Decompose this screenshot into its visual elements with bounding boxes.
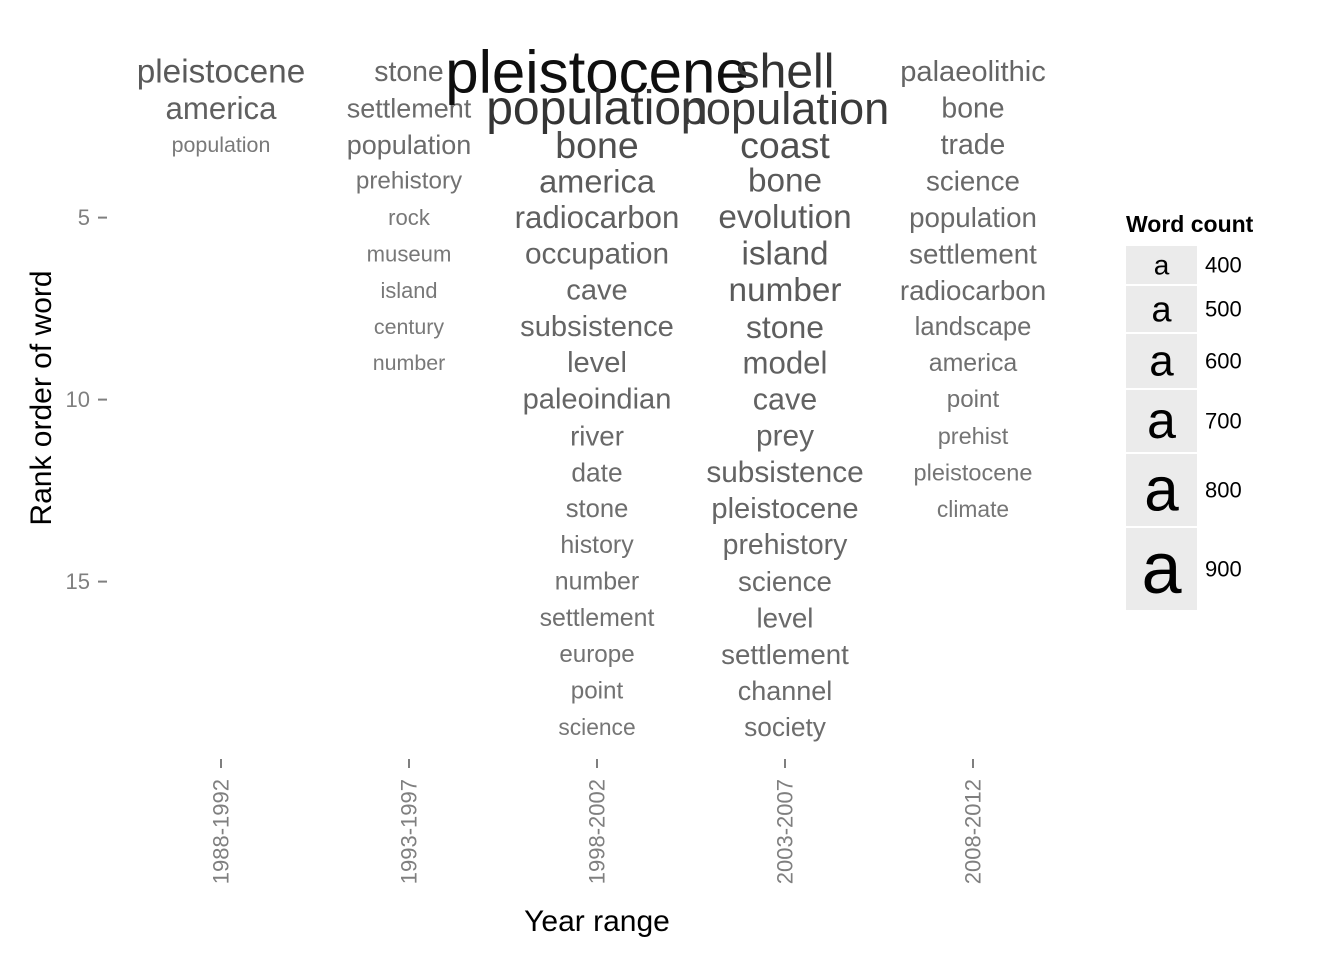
y-tick-label: 5 — [78, 205, 90, 230]
legend-key — [1126, 528, 1197, 610]
word-label: prehistory — [723, 529, 848, 561]
legend-value: 400 — [1205, 253, 1242, 278]
word-label: settlement — [721, 639, 849, 670]
word-label: museum — [367, 242, 452, 267]
word-label: island — [742, 236, 829, 273]
word-label: landscape — [915, 313, 1032, 341]
word-label: island — [381, 278, 438, 303]
legend-key — [1126, 286, 1197, 332]
word-label: pleistocene — [445, 39, 749, 106]
word-label: settlement — [347, 93, 472, 123]
legend-glyph: a — [1144, 456, 1179, 525]
legend-keys: a 400 a 500 a 600 a 700 a 800 a 900 — [1126, 246, 1242, 610]
word-label: bone — [941, 92, 1004, 124]
word-label: prehistory — [356, 168, 463, 195]
word-label: river — [570, 421, 624, 452]
x-axis-title: Year range — [524, 905, 670, 938]
word-label: subsistence — [520, 311, 674, 343]
word-label: stone — [566, 495, 629, 523]
word-label: america — [929, 349, 1018, 377]
word-label: number — [373, 351, 446, 375]
legend-glyph: a — [1141, 529, 1182, 609]
word-label: pleistocene — [711, 493, 858, 525]
word-label: level — [567, 347, 627, 379]
word-label: radiocarbon — [515, 200, 680, 235]
word-label: coast — [740, 124, 830, 166]
x-axis: 1988-1992 1993-1997 1998-2002 2003-2007 2008… — [209, 759, 986, 884]
legend-glyph: a — [1151, 289, 1172, 330]
word-label: bone — [748, 163, 822, 200]
word-label: paleoindian — [523, 384, 672, 416]
word-label: settlement — [540, 604, 655, 632]
word-label: stone — [746, 309, 824, 345]
x-tick-label: 1998-2002 — [585, 779, 610, 884]
legend-value: 900 — [1205, 557, 1242, 582]
word-label: population — [681, 83, 890, 134]
legend-glyph: a — [1154, 250, 1170, 281]
x-tick-label: 1993-1997 — [397, 779, 422, 884]
word-label: model — [743, 346, 828, 381]
y-tick-label: 15 — [66, 569, 90, 594]
y-axis-title: Rank order of word — [25, 270, 58, 525]
word-label: science — [926, 166, 1020, 197]
word-label: history — [560, 531, 634, 559]
word-label: evolution — [718, 199, 851, 236]
word-label: europe — [559, 641, 634, 668]
legend-key — [1126, 454, 1197, 526]
legend-key — [1126, 246, 1197, 284]
legend-key — [1126, 334, 1197, 388]
word-label: trade — [941, 129, 1006, 161]
word-label: occupation — [525, 238, 669, 271]
words-layer: pleistoceneamericapopulationstonesettlem… — [137, 39, 1046, 743]
y-axis: 5 10 15 — [66, 205, 107, 594]
word-label: century — [374, 315, 444, 339]
word-label: cave — [566, 274, 627, 306]
word-label: palaeolithic — [900, 56, 1046, 88]
word-label: pleistocene — [137, 54, 305, 91]
word-label: radiocarbon — [900, 275, 1046, 306]
legend: Word count a 400 a 500 a 600 a 700 a 800 a 900 — [1126, 211, 1254, 610]
word-label: population — [347, 130, 472, 160]
word-label: channel — [738, 676, 833, 706]
word-label: rock — [388, 205, 431, 230]
word-label: population — [172, 133, 271, 157]
word-label: america — [539, 163, 656, 200]
word-label: science — [558, 714, 635, 740]
word-label: population — [486, 82, 708, 135]
legend-value: 800 — [1205, 478, 1242, 503]
word-label: bone — [555, 124, 638, 166]
word-label: number — [729, 272, 842, 309]
legend-value: 500 — [1205, 297, 1242, 322]
word-label: cave — [753, 383, 817, 417]
word-label: point — [571, 677, 624, 704]
word-label: number — [555, 568, 639, 596]
word-label: stone — [374, 56, 443, 88]
word-label: society — [744, 712, 827, 742]
word-label: prehist — [938, 423, 1009, 449]
word-label: pleistocene — [914, 459, 1033, 485]
legend-key — [1126, 390, 1197, 452]
legend-value: 600 — [1205, 349, 1242, 374]
y-tick-label: 10 — [66, 387, 90, 412]
word-label: science — [738, 566, 832, 597]
legend-value: 700 — [1205, 409, 1242, 434]
legend-glyph: a — [1147, 392, 1176, 450]
word-label: america — [166, 91, 278, 126]
x-tick-label: 2003-2007 — [773, 779, 798, 884]
legend-glyph: a — [1149, 337, 1174, 386]
legend-title: Word count — [1126, 211, 1254, 237]
word-label: settlement — [909, 239, 1037, 270]
word-label: level — [757, 603, 814, 634]
word-label: prey — [756, 420, 814, 453]
word-label: climate — [937, 496, 1009, 522]
word-label: point — [947, 386, 1000, 413]
word-label: shell — [736, 46, 835, 99]
word-label: subsistence — [706, 456, 863, 489]
x-tick-label: 2008-2012 — [961, 779, 986, 884]
word-label: population — [909, 202, 1037, 233]
word-label: date — [571, 457, 622, 487]
x-tick-label: 1988-1992 — [209, 779, 234, 884]
